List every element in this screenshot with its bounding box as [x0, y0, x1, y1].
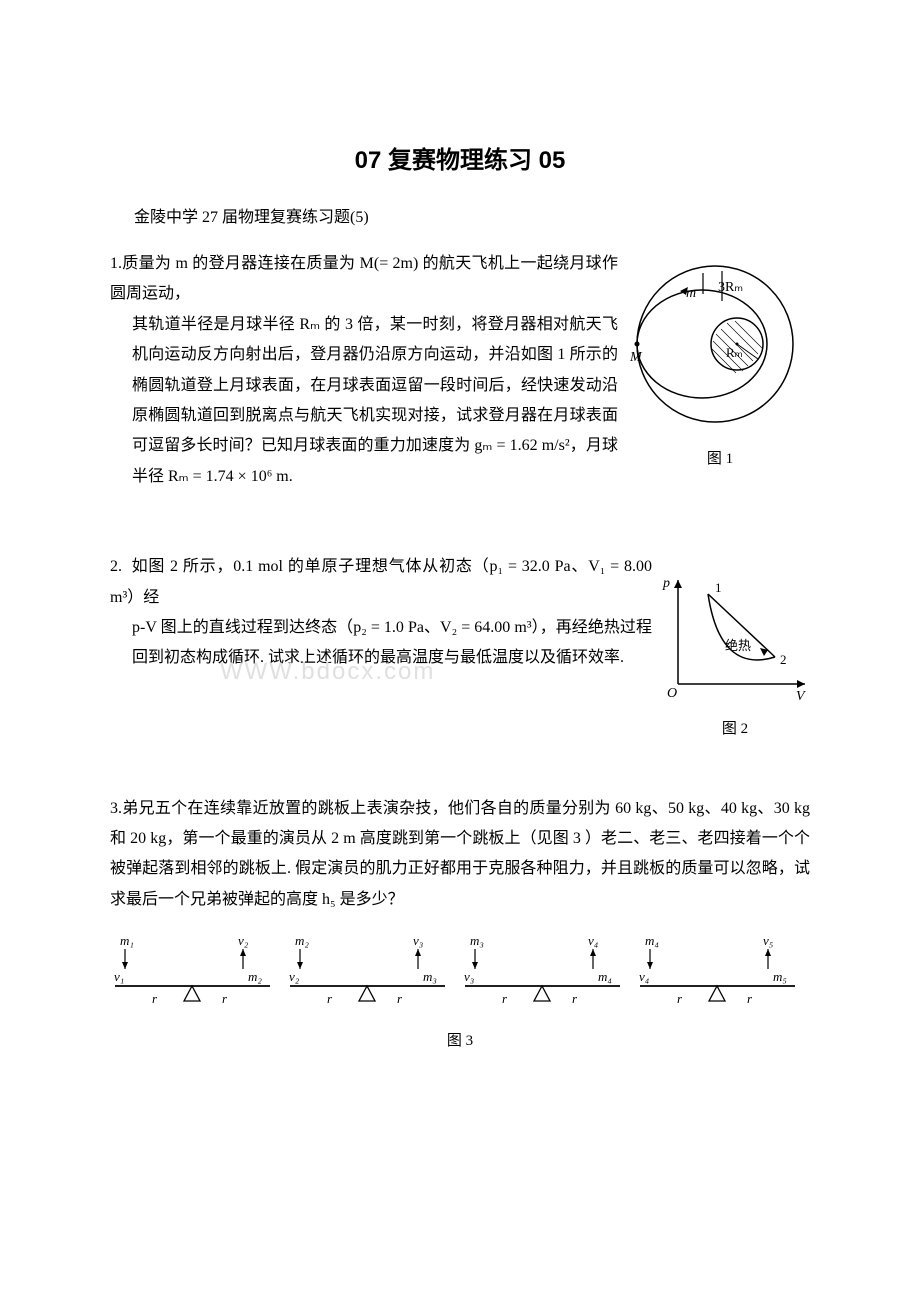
svg-text:r: r — [677, 991, 683, 1006]
problem-1: 1.质量为 m 的登月器连接在质量为 M(= 2m) 的航天飞机上一起绕月球作圆… — [110, 249, 810, 492]
svg-text:r: r — [152, 991, 158, 1006]
problem-2-num: 2. — [110, 558, 122, 575]
svg-text:m₃: m₃ — [470, 933, 484, 948]
page-title: 07 复赛物理练习 05 — [110, 140, 810, 175]
svg-text:m₄: m₄ — [598, 969, 612, 984]
svg-text:r: r — [502, 991, 508, 1006]
svg-text:m₃: m₃ — [423, 969, 437, 984]
svg-text:v₅: v₅ — [763, 933, 773, 948]
svg-text:r: r — [397, 991, 403, 1006]
svg-text:r: r — [327, 991, 333, 1006]
svg-text:v₃: v₃ — [413, 933, 423, 948]
svg-text:1: 1 — [715, 580, 722, 595]
svg-text:p: p — [662, 576, 670, 591]
svg-text:r: r — [572, 991, 578, 1006]
problem-1-body: 其轨道半径是月球半径 Rₘ 的 3 倍，某一时刻，将登月器相对航天飞机向运动反方… — [110, 310, 618, 492]
svg-text:v₁: v₁ — [114, 969, 124, 984]
fig3-label: 图 3 — [110, 1029, 810, 1050]
svg-text:v₂: v₂ — [238, 933, 249, 948]
problem-3-body: 弟兄五个在连续靠近放置的跳板上表演杂技，他们各自的质量分别为 60 kg、50 … — [110, 800, 810, 908]
problem-3-num: 3. — [110, 800, 122, 817]
svg-text:m₅: m₅ — [773, 969, 787, 984]
svg-text:v₄: v₄ — [639, 969, 650, 984]
fig1-label: 图 1 — [630, 447, 810, 468]
problem-1-intro: 质量为 m 的登月器连接在质量为 M(= 2m) 的航天飞机上一起绕月球作圆周运… — [110, 255, 618, 302]
svg-text:r: r — [747, 991, 753, 1006]
svg-text:O: O — [667, 686, 677, 701]
problem-2: p V O 1 2 绝热 图 2 2. 如图 2 所示，0.1 mol 的单原子… — [110, 552, 810, 744]
svg-text:m₁: m₁ — [120, 933, 134, 948]
problem-1-figure: M m 3Rₘ Rₘ 图 1 — [630, 249, 810, 492]
svg-text:v₃: v₃ — [464, 969, 474, 984]
watermark: WWW.bdocx.com — [220, 649, 435, 695]
fig2-label: 图 2 — [660, 715, 810, 744]
svg-text:r: r — [222, 991, 228, 1006]
svg-text:v₂: v₂ — [289, 969, 300, 984]
svg-text:v₄: v₄ — [588, 933, 599, 948]
svg-text:Rₘ: Rₘ — [726, 345, 743, 360]
svg-text:V: V — [796, 689, 806, 704]
problem-3-figure: m₁ v₁ r r v₂ m₂ m₂ v₂ r — [110, 931, 810, 1050]
svg-text:m₂: m₂ — [248, 969, 262, 984]
problem-3: 3.弟兄五个在连续靠近放置的跳板上表演杂技，他们各自的质量分别为 60 kg、5… — [110, 794, 810, 1051]
svg-text:m₄: m₄ — [645, 933, 659, 948]
svg-text:M: M — [630, 350, 643, 365]
problem-1-text: 1.质量为 m 的登月器连接在质量为 M(= 2m) 的航天飞机上一起绕月球作圆… — [110, 249, 618, 492]
subtitle: 金陵中学 27 届物理复赛练习题(5) — [134, 203, 810, 227]
problem-1-num: 1. — [110, 255, 122, 272]
svg-text:m₂: m₂ — [295, 933, 309, 948]
problem-2-body: p-V 图上的直线过程到达终态（p₂ = 1.0 Pa、V₂ = 64.00 m… — [110, 613, 810, 674]
problem-2-intro: 如图 2 所示，0.1 mol 的单原子理想气体从初态（p₁ = 32.0 Pa… — [110, 558, 652, 605]
